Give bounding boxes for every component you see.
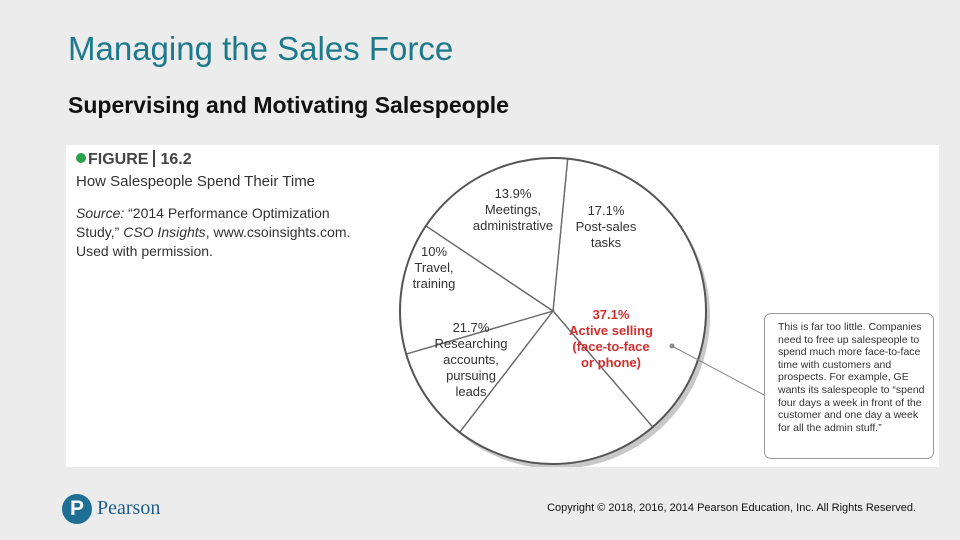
pie-chart: 37.1% Active selling (face-to-face or phone… — [399, 157, 765, 467]
source-italic: CSO Insights — [123, 224, 206, 240]
callout-leader-line — [671, 345, 765, 396]
source-label: Source: — [76, 205, 125, 221]
callout-box: This is far too little. Companies need t… — [764, 313, 934, 459]
pie-slice-label: 37.1% Active selling (face-to-face or phone… — [569, 307, 653, 370]
pie-slice-label: 17.1% Post-sales tasks — [576, 203, 637, 250]
figure-label: FIGURE — [88, 151, 149, 168]
bullet-dot-icon — [76, 152, 86, 163]
figure-title: How Salespeople Spend Their Time — [76, 173, 316, 190]
pie-slice-label: 13.9% Meetings, administrative — [473, 186, 553, 233]
slide-title: Managing the Sales Force — [68, 30, 454, 67]
pie-slice-label: 10% Travel, training — [413, 244, 456, 291]
callout-leader-dot — [669, 343, 675, 349]
pie-slice-label: 21.7% Researching accounts, pursuing leads — [435, 320, 508, 399]
source-text-1: “2014 Performance Optimization Study,” — [76, 205, 330, 240]
figure-source: Source: “2014 Performance Optimization S… — [76, 204, 376, 261]
pearson-brand: Pearson — [97, 497, 161, 519]
slide-subtitle: Supervising and Motivating Salespeople — [68, 92, 509, 118]
figure-divider — [153, 150, 156, 168]
figure-panel: FIGURE 16.2 How Salespeople Spend Their T… — [66, 145, 939, 467]
pie-outline — [399, 157, 707, 465]
source-text-2: , www.csoinsights.com. Used with permiss… — [76, 224, 351, 259]
figure-heading: FIGURE 16.2 — [76, 150, 192, 169]
copyright-text: Copyright © 2018, 2016, 2014 Pearson Edu… — [547, 502, 916, 514]
figure-number: 16.2 — [160, 151, 192, 168]
pearson-logo-icon: P — [62, 494, 92, 524]
